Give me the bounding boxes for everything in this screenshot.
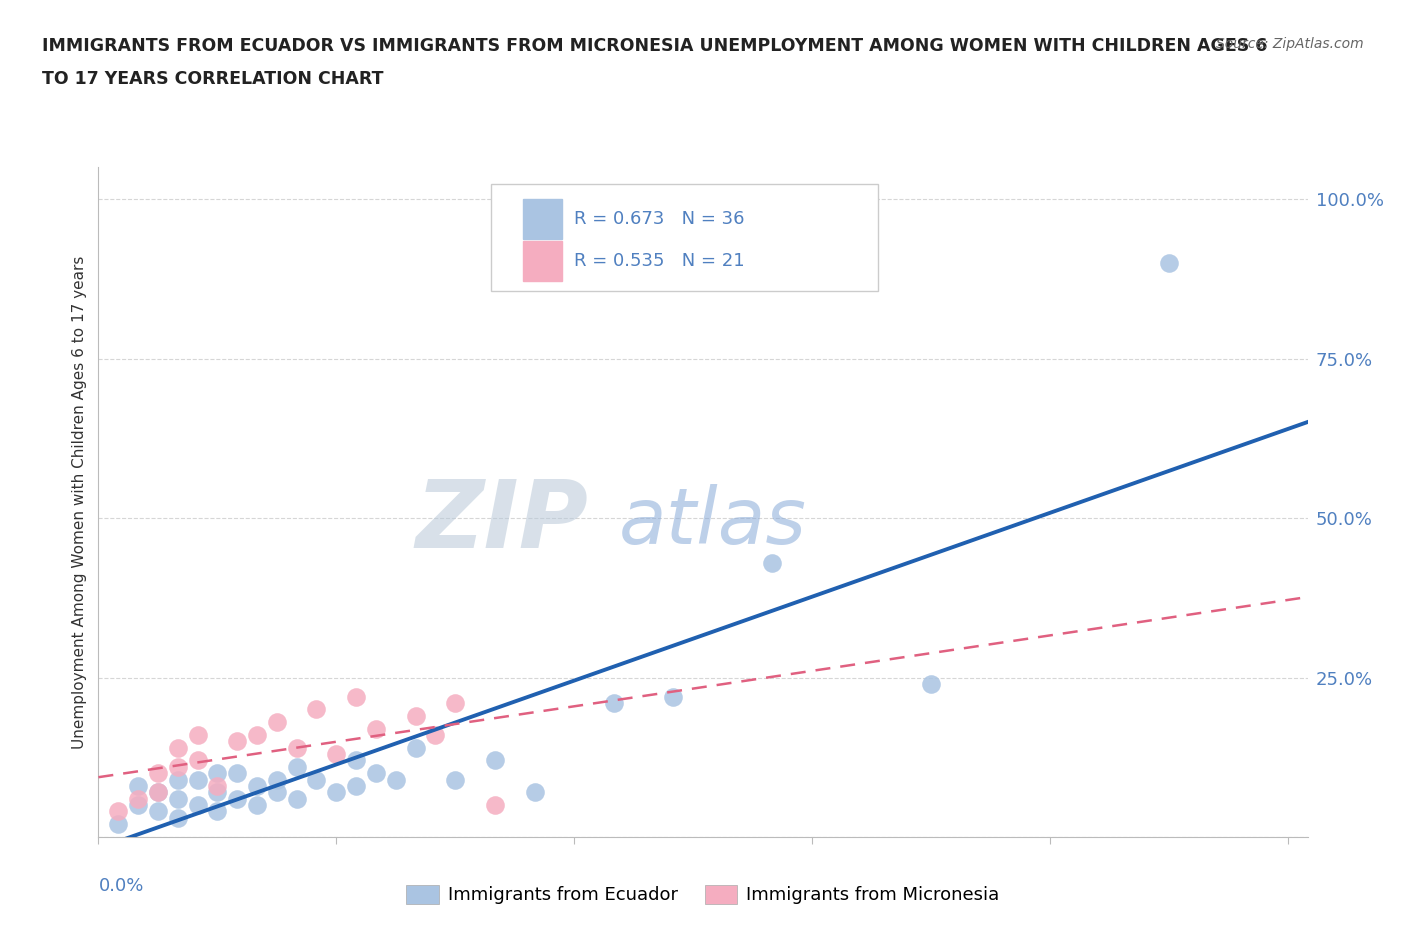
Point: [344, 778, 367, 793]
Text: R = 0.673   N = 36: R = 0.673 N = 36: [574, 210, 744, 228]
Point: [146, 804, 169, 819]
Text: IMMIGRANTS FROM ECUADOR VS IMMIGRANTS FROM MICRONESIA UNEMPLOYMENT AMONG WOMEN W: IMMIGRANTS FROM ECUADOR VS IMMIGRANTS FR…: [42, 37, 1268, 55]
Point: [207, 785, 229, 800]
Point: [246, 778, 269, 793]
Point: [246, 727, 269, 742]
Point: [325, 747, 347, 762]
Point: [405, 740, 427, 755]
Point: [166, 740, 188, 755]
Text: atlas: atlas: [619, 485, 806, 560]
Point: [344, 689, 367, 704]
Text: ZIP: ZIP: [415, 476, 588, 568]
Y-axis label: Unemployment Among Women with Children Ages 6 to 17 years: Unemployment Among Women with Children A…: [72, 256, 87, 749]
Point: [364, 765, 387, 780]
Point: [186, 798, 208, 813]
Point: [107, 817, 129, 831]
Text: TO 17 YEARS CORRELATION CHART: TO 17 YEARS CORRELATION CHART: [42, 70, 384, 87]
Point: [226, 734, 249, 749]
Point: [484, 753, 506, 768]
Point: [405, 709, 427, 724]
Point: [127, 778, 149, 793]
Point: [603, 696, 626, 711]
Point: [146, 785, 169, 800]
Point: [305, 702, 328, 717]
Point: [444, 696, 467, 711]
Point: [761, 555, 783, 570]
Point: [444, 772, 467, 787]
Point: [226, 765, 249, 780]
Point: [662, 689, 685, 704]
Point: [186, 772, 208, 787]
Point: [166, 772, 188, 787]
Point: [523, 785, 546, 800]
Point: [207, 778, 229, 793]
Point: [266, 772, 288, 787]
Point: [305, 772, 328, 787]
Point: [484, 798, 506, 813]
Point: [127, 791, 149, 806]
Point: [186, 727, 208, 742]
Point: [107, 804, 129, 819]
Legend: Immigrants from Ecuador, Immigrants from Micronesia: Immigrants from Ecuador, Immigrants from…: [399, 878, 1007, 911]
FancyBboxPatch shape: [492, 184, 879, 291]
Point: [384, 772, 406, 787]
Point: [266, 715, 288, 730]
Point: [325, 785, 347, 800]
Point: [226, 791, 249, 806]
Text: R = 0.535   N = 21: R = 0.535 N = 21: [574, 252, 744, 270]
Point: [186, 753, 208, 768]
Point: [146, 765, 169, 780]
Point: [207, 804, 229, 819]
Point: [344, 753, 367, 768]
Point: [166, 791, 188, 806]
Text: 0.0%: 0.0%: [98, 877, 143, 896]
Point: [207, 765, 229, 780]
Point: [920, 676, 942, 691]
Point: [364, 721, 387, 736]
Point: [285, 740, 308, 755]
Point: [425, 727, 447, 742]
Point: [285, 791, 308, 806]
Point: [127, 798, 149, 813]
Point: [1157, 256, 1180, 271]
Point: [146, 785, 169, 800]
FancyBboxPatch shape: [523, 199, 561, 239]
Point: [285, 760, 308, 775]
Point: [266, 785, 288, 800]
Text: Source: ZipAtlas.com: Source: ZipAtlas.com: [1216, 37, 1364, 51]
Point: [166, 810, 188, 825]
FancyBboxPatch shape: [523, 242, 561, 281]
Point: [166, 760, 188, 775]
Point: [246, 798, 269, 813]
